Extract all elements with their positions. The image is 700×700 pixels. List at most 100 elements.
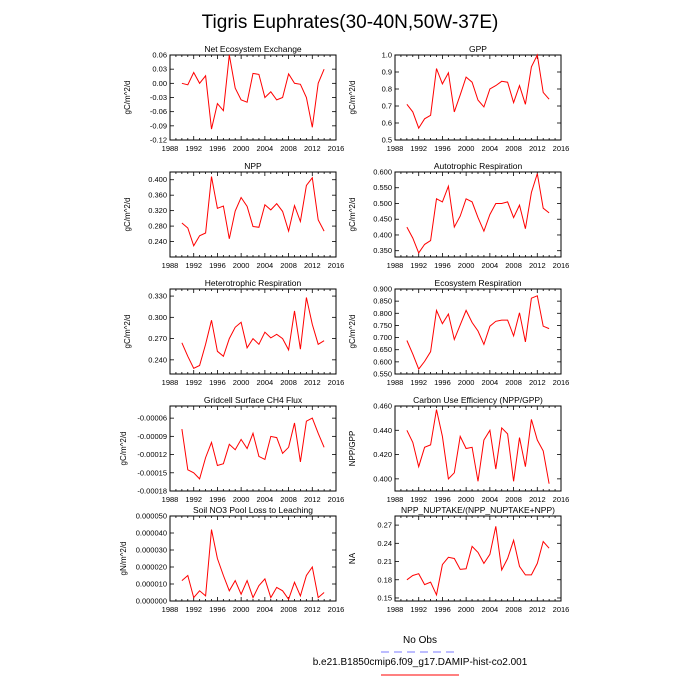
x-tick-label: 1988 <box>387 495 404 504</box>
y-tick-label: 0.21 <box>377 557 392 566</box>
y-axis-label: gC/m^2/d <box>123 81 132 115</box>
y-tick-label: 0.800 <box>373 309 392 318</box>
x-tick-label: 1996 <box>434 605 451 614</box>
x-tick-label: 2004 <box>257 605 274 614</box>
page-title: Tigris Euphrates(30-40N,50W-37E) <box>201 12 499 33</box>
x-tick-label: 2004 <box>482 495 499 504</box>
y-tick-label: -0.00009 <box>137 432 167 441</box>
y-tick-label: 0.700 <box>373 333 392 342</box>
x-tick-label: 2008 <box>280 144 297 153</box>
y-tick-label: 0.500 <box>373 199 392 208</box>
x-tick-label: 1992 <box>410 605 427 614</box>
x-tick-label: 2004 <box>257 495 274 504</box>
x-tick-label: 1988 <box>387 605 404 614</box>
y-tick-label: 0.400 <box>373 474 392 483</box>
y-tick-label: 0.000050 <box>136 512 167 521</box>
legend-model-label: b.e21.B1850cmip6.f09_g17.DAMIP-hist-co2.… <box>312 657 528 668</box>
x-tick-label: 1992 <box>410 261 427 270</box>
y-tick-label: 0.8 <box>382 85 392 94</box>
plot-frame <box>394 54 562 141</box>
x-tick-label: 2012 <box>529 144 546 153</box>
panel-title: Ecosystem Respiration <box>435 278 522 288</box>
y-tick-label: -0.00006 <box>137 414 167 423</box>
x-tick-label: 2012 <box>304 605 321 614</box>
x-tick-label: 1996 <box>209 605 226 614</box>
y-tick-label: 0.000010 <box>136 580 167 589</box>
x-tick-label: 1992 <box>185 144 202 153</box>
y-tick-label: 0.000030 <box>136 546 167 555</box>
x-tick-label: 1988 <box>162 495 179 504</box>
y-axis-label: gC/m^2/d <box>123 315 132 349</box>
panel-7: Gridcell Surface CH4 Flux 1988 1992 1996 200… <box>119 395 344 504</box>
x-tick-label: 2016 <box>328 605 345 614</box>
x-tick-label: 1988 <box>162 144 179 153</box>
plot-frame <box>394 515 562 602</box>
legend-no-obs-label: No Obs <box>403 635 437 646</box>
x-tick-label: 1992 <box>410 144 427 153</box>
x-tick-label: 2012 <box>304 261 321 270</box>
y-tick-label: 0.550 <box>373 370 392 379</box>
panel-6: Ecosystem Respiration 1988 1992 1996 2000 200… <box>348 278 569 387</box>
x-tick-label: 2000 <box>233 605 250 614</box>
x-tick-label: 2012 <box>304 378 321 387</box>
y-tick-label: 0.320 <box>148 206 167 215</box>
x-tick-label: 2016 <box>328 144 345 153</box>
y-tick-label: 0.850 <box>373 297 392 306</box>
x-tick-label: 1996 <box>434 495 451 504</box>
y-axis-label: NPP/GPP <box>348 431 357 467</box>
x-tick-label: 1988 <box>387 378 404 387</box>
x-tick-label: 1992 <box>185 378 202 387</box>
x-tick-label: 2004 <box>482 144 499 153</box>
panel-title: Soil NO3 Pool Loss to Leaching <box>193 505 313 515</box>
x-tick-label: 2000 <box>233 144 250 153</box>
y-tick-label: 1.0 <box>382 51 392 60</box>
x-tick-label: 2012 <box>529 605 546 614</box>
x-tick-label: 2016 <box>328 261 345 270</box>
y-tick-label: 0.000040 <box>136 529 167 538</box>
y-tick-label: 0.550 <box>373 183 392 192</box>
x-tick-label: 2004 <box>257 378 274 387</box>
x-tick-label: 2008 <box>505 261 522 270</box>
y-tick-label: 0.5 <box>382 136 392 145</box>
panel-8: Carbon Use Efficiency (NPP/GPP) 1988 1992 1… <box>348 395 569 504</box>
panel-9: Soil NO3 Pool Loss to Leaching 1988 1992 19… <box>119 505 344 614</box>
y-tick-label: 0.27 <box>377 521 392 530</box>
series-line-1 <box>406 53 550 130</box>
series-line-1 <box>181 176 325 248</box>
x-tick-label: 2016 <box>328 495 345 504</box>
y-tick-label: 0.400 <box>148 175 167 184</box>
x-tick-label: 1996 <box>209 144 226 153</box>
y-tick-label: 0.03 <box>152 65 167 74</box>
y-tick-label: 0.18 <box>377 575 392 584</box>
y-tick-label: 0.750 <box>373 321 392 330</box>
series-line-1 <box>406 295 550 371</box>
x-tick-label: 2000 <box>233 261 250 270</box>
y-tick-label: 0.280 <box>148 222 167 231</box>
x-tick-label: 1992 <box>185 261 202 270</box>
x-tick-label: 1988 <box>162 605 179 614</box>
x-tick-label: 1988 <box>162 261 179 270</box>
y-axis-label: gC/m^2/d <box>123 198 132 232</box>
x-tick-label: 2000 <box>458 144 475 153</box>
y-axis-label: gC/m^2/d <box>119 432 128 466</box>
y-tick-label: 0.00 <box>152 79 167 88</box>
x-tick-label: 1996 <box>434 261 451 270</box>
x-tick-label: 1988 <box>387 261 404 270</box>
y-tick-label: 0.600 <box>373 357 392 366</box>
y-tick-label: 0.7 <box>382 102 392 111</box>
x-tick-label: 1992 <box>185 495 202 504</box>
y-tick-label: 0.9 <box>382 68 392 77</box>
x-tick-label: 2016 <box>328 378 345 387</box>
x-tick-label: 2016 <box>553 495 570 504</box>
x-tick-label: 1996 <box>209 378 226 387</box>
x-tick-label: 2000 <box>458 495 475 504</box>
y-tick-label: -0.06 <box>150 107 167 116</box>
x-tick-label: 1996 <box>209 261 226 270</box>
x-tick-label: 2012 <box>529 495 546 504</box>
panel-2: GPP 1988 1992 1996 2000 2004 2008 2012 2016 1.0 0.… <box>348 44 569 153</box>
panel-title: Carbon Use Efficiency (NPP/GPP) <box>413 395 543 405</box>
panel-10: NPP_NUPTAKE/(NPP_NUPTAKE+NPP) 1988 1992 199… <box>348 505 569 614</box>
panel-title: Net Ecosystem Exchange <box>204 44 302 54</box>
series-line-1 <box>406 409 550 484</box>
